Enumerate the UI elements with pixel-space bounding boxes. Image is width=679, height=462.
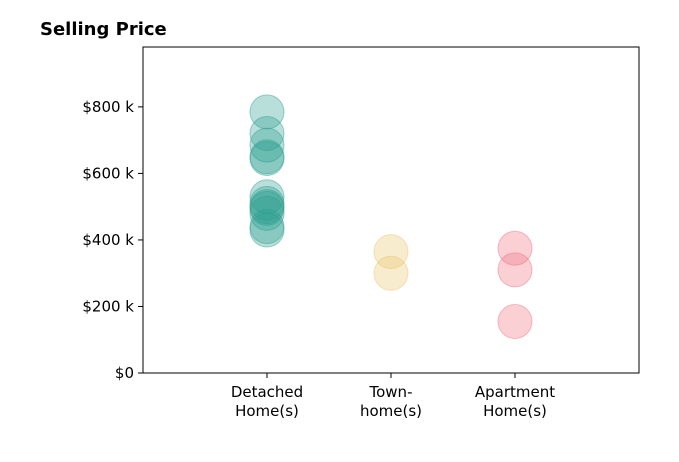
y-tick-label: $200 k bbox=[82, 297, 134, 315]
y-axis: $0 $200 k $400 k $600 k $800 k bbox=[82, 98, 143, 382]
data-point bbox=[249, 189, 285, 225]
data-point bbox=[249, 115, 285, 151]
data-point bbox=[249, 94, 285, 130]
data-point bbox=[249, 190, 285, 226]
data-point bbox=[249, 212, 285, 248]
y-tick-label: $400 k bbox=[82, 231, 134, 249]
data-point bbox=[373, 234, 409, 270]
y-tick-label: $600 k bbox=[82, 164, 134, 182]
chart-title: Selling Price bbox=[40, 19, 167, 40]
data-point bbox=[249, 185, 285, 221]
data-point bbox=[497, 252, 533, 288]
data-point bbox=[249, 179, 285, 215]
data-point bbox=[249, 209, 285, 245]
x-axis: Detached Home(s) Town-home(s) Apartment Home… bbox=[231, 373, 555, 420]
y-tick-label: $800 k bbox=[82, 98, 134, 116]
x-tick-label: Town-home(s) bbox=[360, 383, 422, 420]
data-point bbox=[249, 140, 285, 176]
data-point bbox=[249, 139, 285, 175]
y-tick-label: $0 bbox=[115, 364, 134, 382]
data-point bbox=[497, 230, 533, 266]
data-point bbox=[497, 303, 533, 339]
plot-frame bbox=[142, 46, 640, 374]
x-tick-label: Apartment Home(s) bbox=[475, 383, 555, 420]
data-point bbox=[249, 127, 285, 163]
data-point bbox=[249, 195, 285, 231]
x-tick-label: Detached Home(s) bbox=[231, 383, 303, 420]
data-point bbox=[373, 255, 409, 291]
data-points bbox=[249, 94, 533, 339]
